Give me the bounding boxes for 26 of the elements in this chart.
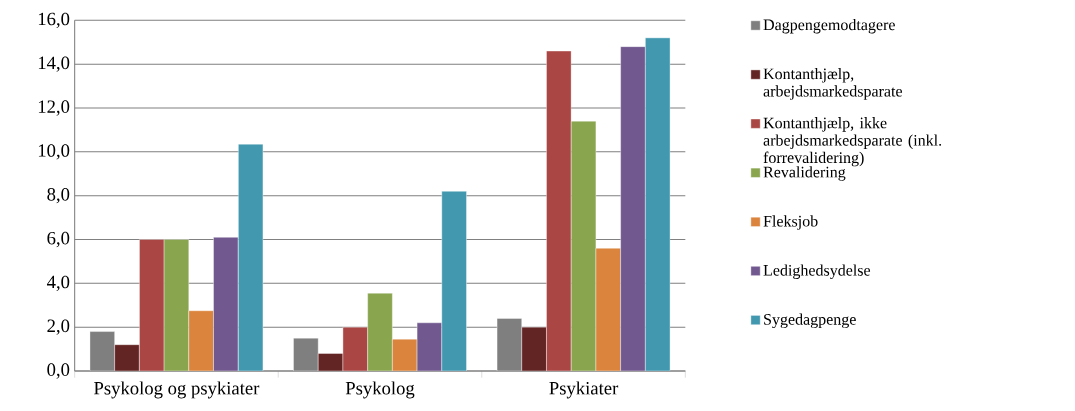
y-tick-label: 6,0: [47, 231, 70, 248]
y-tick-label: 10,0: [38, 144, 70, 160]
bar: [546, 50, 572, 371]
bar: [595, 248, 621, 371]
y-tick-label: 12,0: [38, 100, 70, 116]
legend-label: Kontanthjælp, ikke arbejdsmarkedsparate (inkl. forrevalidering): [763, 117, 942, 167]
y-tick-label: 14,0: [38, 56, 70, 72]
legend-label: Dagpengemodtagere: [763, 18, 895, 34]
x-tick-label: Psykolog: [345, 381, 415, 399]
x-tick-label: Psykiater: [549, 381, 619, 399]
bar: [645, 37, 671, 371]
bar: [139, 239, 165, 371]
y-tick-label: 4,0: [46, 275, 70, 291]
legend-label: Kontanthjælp, arbejdsmarkedsparate: [763, 68, 903, 100]
bar: [188, 310, 214, 371]
y-tick-label: 2,0: [47, 319, 70, 335]
y-tick-label: 8,0: [47, 188, 70, 204]
bar: [238, 143, 264, 371]
legend-label: Ledighedsydelse: [763, 264, 871, 279]
legend-label: Revalidering: [763, 166, 846, 181]
y-tick-label: 16,0: [38, 12, 70, 28]
x-tick-label: Psykolog og psykiater: [94, 381, 260, 399]
legend-label: Fleksjob: [763, 215, 818, 230]
y-tick-label: 0,0: [47, 363, 70, 379]
legend-label: Sygedagpenge: [764, 313, 856, 329]
bar: [441, 191, 467, 371]
